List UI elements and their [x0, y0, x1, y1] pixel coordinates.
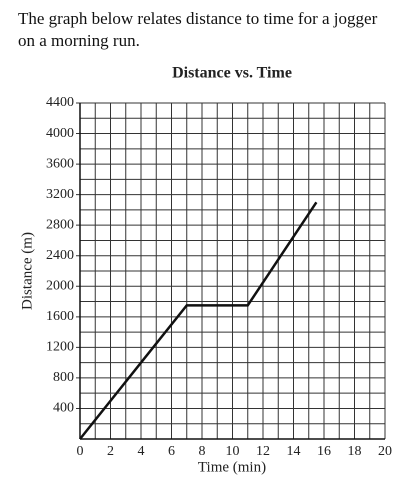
question-text: The graph below relates distance to time… — [18, 9, 378, 50]
y-tick-label: 1600 — [46, 309, 74, 324]
x-tick-label: 4 — [138, 444, 145, 459]
x-tick-label: 16 — [317, 444, 331, 459]
y-tick-label: 4000 — [46, 126, 74, 141]
y-tick-label: 2000 — [46, 278, 74, 293]
y-axis-label: Distance (m) — [19, 232, 35, 310]
x-tick-label: 8 — [199, 444, 206, 459]
y-tick-label: 3600 — [46, 156, 74, 171]
x-tick-label: 6 — [168, 444, 175, 459]
x-tick-label: 10 — [226, 444, 240, 459]
y-tick-label: 1200 — [46, 340, 74, 355]
x-tick-label: 2 — [107, 444, 114, 459]
x-tick-label: 18 — [348, 444, 362, 459]
x-tick-label: 20 — [378, 444, 392, 459]
y-tick-label: 2400 — [46, 248, 74, 263]
y-tick-label: 4400 — [46, 95, 74, 110]
y-tick-label: 2800 — [46, 217, 74, 232]
y-tick-label: 3200 — [46, 187, 74, 202]
chart-title: Distance vs. Time — [172, 65, 292, 82]
data-line — [79, 201, 318, 440]
y-tick-label: 800 — [53, 370, 74, 385]
x-axis-label: Time (min) — [198, 459, 266, 475]
x-tick-label: 0 — [77, 444, 84, 459]
y-tick-label: 400 — [53, 401, 74, 416]
x-tick-label: 14 — [287, 444, 301, 459]
x-tick-label: 12 — [256, 444, 270, 459]
